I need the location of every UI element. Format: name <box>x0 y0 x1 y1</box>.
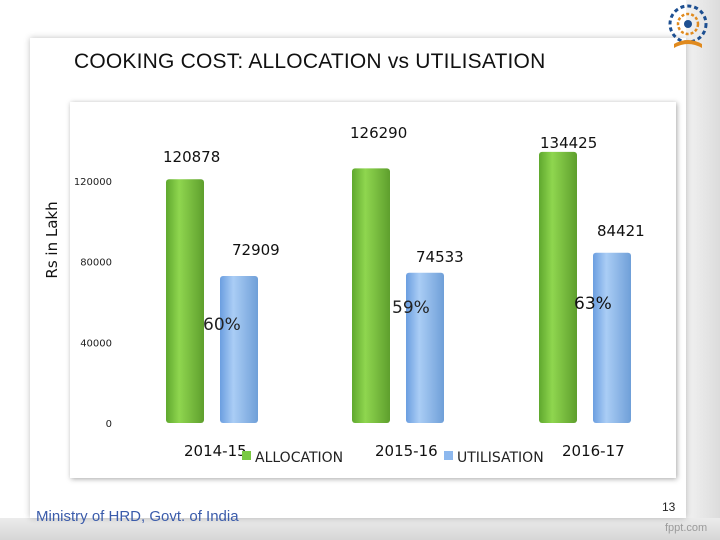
watermark: fppt.com <box>665 522 708 534</box>
percent-label: 60% <box>203 315 241 335</box>
slide-title: COOKING COST: ALLOCATION vs UTILISATION <box>74 50 546 73</box>
bar-allocation <box>352 168 390 423</box>
y-tick-label: 120000 <box>74 177 112 188</box>
y-tick-label: 80000 <box>80 258 112 269</box>
mhrd-emblem-icon <box>668 4 708 48</box>
y-tick-label: 0 <box>106 419 112 430</box>
value-label-allocation: 134425 <box>540 134 597 152</box>
bar-utilisation <box>406 272 444 423</box>
x-category-label: 2014-15 <box>184 442 247 460</box>
value-label-utilisation: 72909 <box>232 241 280 259</box>
x-category-label: 2015-16 <box>375 442 438 460</box>
value-label-utilisation: 84421 <box>597 222 645 240</box>
x-category-label: 2016-17 <box>562 442 625 460</box>
legend-label: UTILISATION <box>457 450 544 466</box>
frame-top <box>0 0 720 38</box>
bar-utilisation <box>220 275 258 423</box>
percent-label: 63% <box>574 294 612 314</box>
page-number: 13 <box>662 500 676 514</box>
bar-allocation <box>539 151 577 423</box>
footer-text: Ministry of HRD, Govt. of India <box>36 508 239 525</box>
value-label-utilisation: 74533 <box>416 248 464 266</box>
bar-allocation <box>166 179 204 423</box>
percent-label: 59% <box>392 298 430 318</box>
bottom-band <box>0 518 720 540</box>
legend-swatch <box>242 451 251 460</box>
side-band <box>686 0 720 540</box>
legend-swatch <box>444 451 453 460</box>
value-label-allocation: 126290 <box>350 124 407 142</box>
y-tick-label: 40000 <box>80 338 112 349</box>
legend-label: ALLOCATION <box>255 450 343 466</box>
value-label-allocation: 120878 <box>163 148 220 166</box>
bar-utilisation <box>593 252 631 423</box>
